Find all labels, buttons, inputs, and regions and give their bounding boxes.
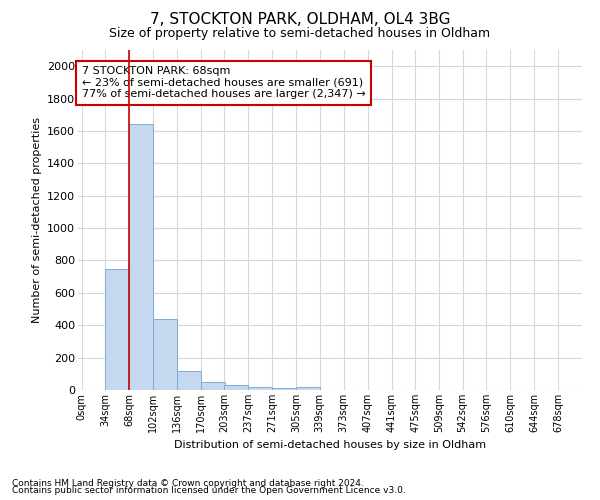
Bar [248, 387, 272, 390]
Bar [272, 388, 296, 390]
Text: 7 STOCKTON PARK: 68sqm
← 23% of semi-detached houses are smaller (691)
77% of se: 7 STOCKTON PARK: 68sqm ← 23% of semi-det… [82, 66, 365, 100]
Text: Contains HM Land Registry data © Crown copyright and database right 2024.: Contains HM Land Registry data © Crown c… [12, 478, 364, 488]
Text: Contains public sector information licensed under the Open Government Licence v3: Contains public sector information licen… [12, 486, 406, 495]
Bar [296, 387, 320, 390]
Text: Size of property relative to semi-detached houses in Oldham: Size of property relative to semi-detach… [109, 28, 491, 40]
Bar [130, 124, 153, 390]
Text: 7, STOCKTON PARK, OLDHAM, OL4 3BG: 7, STOCKTON PARK, OLDHAM, OL4 3BG [150, 12, 450, 28]
Bar [106, 268, 130, 390]
Bar [201, 382, 225, 390]
X-axis label: Distribution of semi-detached houses by size in Oldham: Distribution of semi-detached houses by … [174, 440, 486, 450]
Bar [224, 385, 248, 390]
Bar [153, 319, 177, 390]
Y-axis label: Number of semi-detached properties: Number of semi-detached properties [32, 117, 41, 323]
Bar [177, 372, 201, 390]
